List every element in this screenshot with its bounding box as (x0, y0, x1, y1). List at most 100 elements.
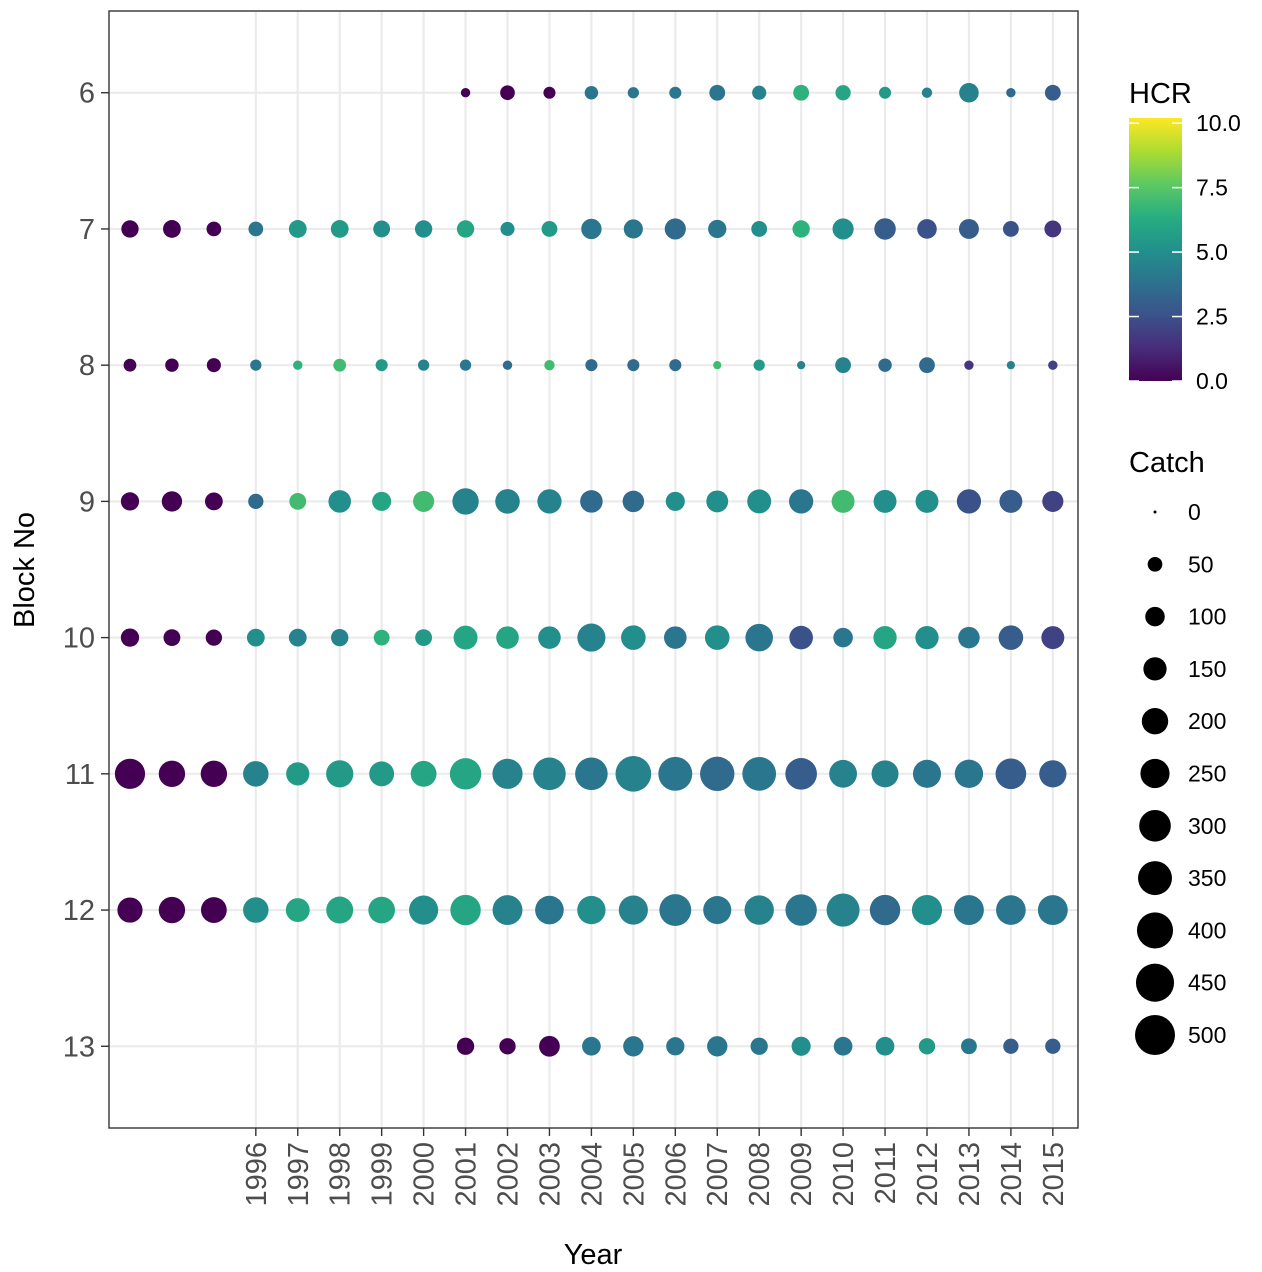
data-point (1042, 490, 1064, 512)
data-points (114, 82, 1068, 1057)
data-point (1037, 895, 1068, 926)
y-tick-label: 7 (79, 214, 95, 246)
plot-border (108, 10, 1079, 1129)
data-point (243, 761, 269, 787)
data-point (875, 1036, 895, 1056)
data-point (538, 626, 561, 649)
data-point (709, 84, 726, 101)
data-point (456, 220, 475, 238)
data-point (500, 85, 515, 101)
data-point (964, 360, 974, 370)
size-legend-label: 150 (1188, 656, 1226, 682)
data-point (200, 760, 228, 788)
data-point (999, 489, 1023, 513)
data-point (745, 623, 773, 652)
y-tick-label: 9 (79, 486, 95, 518)
size-legend-label: 250 (1188, 761, 1226, 787)
x-tick-label: 2011 (870, 1142, 902, 1204)
data-point (492, 758, 523, 789)
data-point (615, 755, 652, 792)
data-point (288, 220, 307, 238)
data-point (669, 359, 682, 372)
data-point (742, 756, 777, 791)
data-point (871, 760, 899, 788)
data-point (959, 82, 979, 103)
y-tick-label: 6 (79, 78, 95, 110)
data-point (496, 626, 519, 649)
data-point (785, 757, 817, 790)
data-point (1006, 88, 1016, 98)
data-point (286, 762, 310, 786)
data-point (1006, 361, 1015, 370)
data-point (621, 625, 646, 650)
data-point (492, 895, 523, 926)
data-point (953, 895, 984, 926)
data-point (751, 221, 768, 237)
data-point (917, 219, 937, 239)
size-legend-key (1135, 963, 1175, 1002)
data-point (750, 1037, 768, 1055)
data-point (413, 490, 435, 512)
data-point (618, 895, 648, 925)
data-point (373, 629, 390, 646)
y-tick-label: 11 (65, 759, 95, 791)
size-legend-label: 100 (1188, 604, 1226, 630)
x-tick-label: 2006 (660, 1142, 692, 1207)
data-point (158, 760, 186, 788)
data-point (248, 493, 264, 510)
data-point (544, 359, 555, 371)
data-point (797, 361, 806, 370)
data-point (582, 1036, 601, 1056)
data-point (707, 1036, 728, 1057)
data-point (789, 489, 814, 514)
data-point (665, 491, 685, 511)
data-point (333, 358, 347, 372)
data-point (915, 489, 939, 513)
size-legend-label: 0 (1188, 499, 1201, 525)
data-point (995, 758, 1027, 790)
data-point (956, 489, 982, 514)
data-point (666, 1037, 685, 1056)
data-point (996, 895, 1026, 925)
data-point (706, 490, 729, 513)
data-point (285, 898, 310, 923)
data-point (878, 358, 892, 372)
color-legend-ticks: 0.0 2.5 5.0 7.5 10.0 (1129, 110, 1241, 394)
data-point (954, 759, 984, 789)
size-legend-key (1141, 707, 1169, 735)
data-point (163, 220, 181, 238)
data-point (627, 87, 639, 99)
data-point (120, 628, 140, 647)
data-point (495, 489, 520, 514)
size-legend: Catch 0 50 100 150 200 250 300 350 400 450 500 (1129, 447, 1226, 1055)
data-point (452, 488, 479, 515)
size-legend-key (1135, 1015, 1175, 1055)
data-point (537, 489, 562, 514)
data-point (958, 626, 980, 649)
data-point (200, 897, 227, 923)
y-tick-label: 10 (63, 623, 95, 655)
x-tick-label: 1997 (283, 1142, 315, 1207)
data-point (713, 361, 722, 370)
color-legend-label: 5.0 (1196, 239, 1228, 265)
data-point (998, 625, 1024, 650)
size-legend-key (1140, 758, 1170, 789)
data-point (158, 896, 186, 924)
data-point (958, 218, 979, 239)
data-point (879, 86, 892, 99)
data-point (288, 628, 307, 647)
data-point (575, 757, 608, 791)
data-point (373, 220, 391, 238)
data-point (114, 758, 146, 789)
color-legend-title: HCR (1129, 78, 1192, 110)
data-point (539, 1035, 560, 1057)
data-point (375, 359, 388, 372)
color-legend-label: 0.0 (1196, 368, 1228, 394)
data-point (206, 221, 222, 237)
data-point (163, 629, 181, 647)
data-point (1002, 221, 1019, 237)
data-point (410, 760, 437, 787)
data-point (826, 893, 860, 927)
data-point (664, 218, 686, 240)
